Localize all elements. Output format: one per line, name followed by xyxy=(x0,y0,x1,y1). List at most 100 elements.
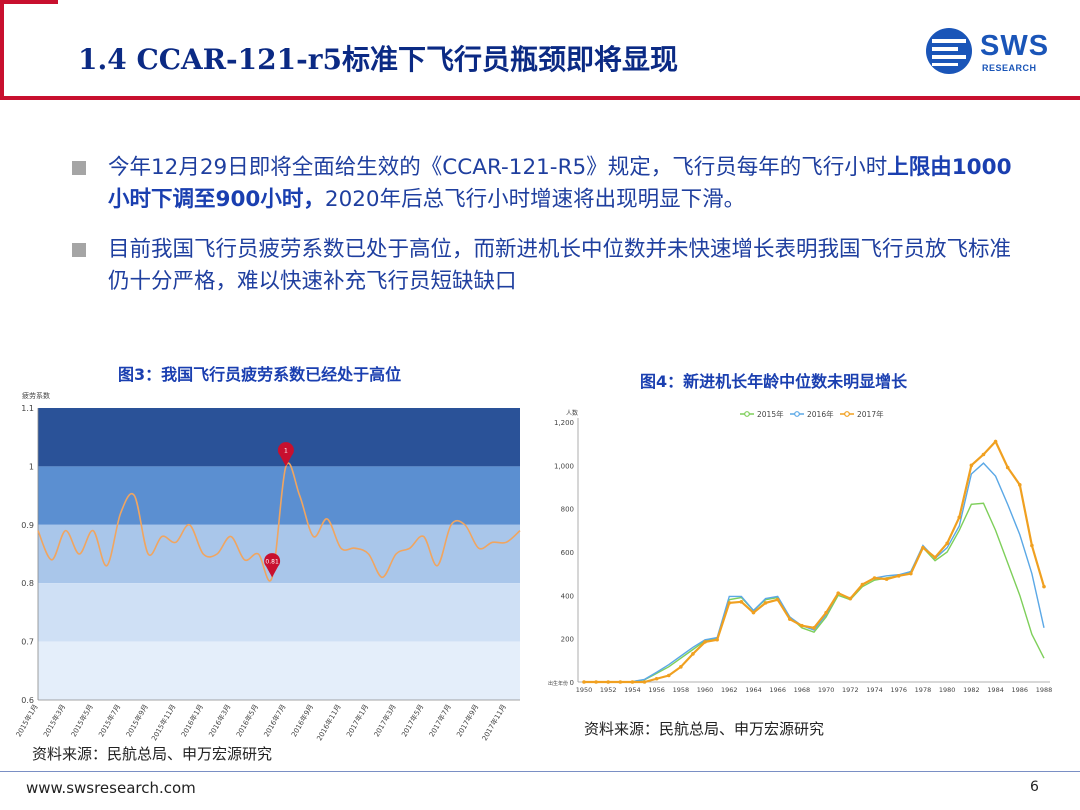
series-point xyxy=(691,652,695,656)
x-tick-label: 1988 xyxy=(1036,686,1053,694)
x-tick-label: 1978 xyxy=(915,686,932,694)
series-point xyxy=(787,617,792,621)
series-point xyxy=(993,439,998,444)
x-tick-label: 2017年9月 xyxy=(454,703,480,739)
x-tick-label: 1982 xyxy=(963,686,980,694)
x-tick-label: 2016年7月 xyxy=(262,703,288,739)
series-point xyxy=(642,680,647,684)
series-point xyxy=(666,673,671,678)
y-tick-label: 1,000 xyxy=(554,462,574,470)
series-point xyxy=(1005,465,1010,470)
series-point xyxy=(860,582,865,587)
y-tick-label: 1 xyxy=(29,462,34,471)
data-label-pin xyxy=(264,553,281,578)
fig3-chart: 疲劳系数 0.6 0.7 0.8 0.9 1 1.1 0.81 1 2015年1月 2015年3… xyxy=(14,391,521,743)
x-tick-label: 1984 xyxy=(987,686,1004,694)
series-line xyxy=(584,439,1046,684)
x-tick-label: 1974 xyxy=(866,686,883,694)
series-point xyxy=(812,626,816,630)
series-point xyxy=(727,601,732,605)
x-tick-label: 2017年7月 xyxy=(427,703,453,739)
fig4-chart: 2015年 2016年 2017年 人数 0 200 400 600 800 1,000 1,20… xyxy=(548,409,1053,694)
series-line xyxy=(584,462,1045,683)
series-point xyxy=(957,515,962,520)
x-tick-label: 2015年9月 xyxy=(124,703,150,739)
series-point xyxy=(1042,584,1046,589)
fatigue-series-line xyxy=(37,462,521,582)
y-tick-label: 0.8 xyxy=(21,579,34,588)
x-tick-label: 2017年3月 xyxy=(372,703,398,739)
series-point xyxy=(969,463,974,468)
y-tick-label: 1,200 xyxy=(554,419,574,427)
series-point xyxy=(1030,543,1034,548)
series-point xyxy=(824,610,828,615)
logo-subtext: RESEARCH xyxy=(982,63,1037,73)
series-point xyxy=(884,577,889,581)
fatigue-band xyxy=(38,408,520,467)
series-point xyxy=(630,680,635,684)
x-tick-label: 1964 xyxy=(745,686,762,694)
y-tick-label: 0.7 xyxy=(21,638,34,647)
logo-text: SWS xyxy=(980,30,1050,62)
slide-title: 1.4 CCAR-121-r5标准下飞行员瓶颈即将显现 xyxy=(78,43,678,76)
bullet-square-icon xyxy=(72,161,86,175)
series-point xyxy=(618,680,623,684)
legend-marker xyxy=(844,411,850,417)
series-point xyxy=(909,571,913,576)
y-tick-label: 0.9 xyxy=(21,521,34,530)
series-point xyxy=(896,574,901,578)
x-tick-label: 1962 xyxy=(721,686,738,694)
x-tick-label: 2015年11月 xyxy=(149,703,177,743)
fig3-title: 图3：我国飞行员疲劳系数已经处于高位 xyxy=(118,365,402,384)
legend-marker xyxy=(744,411,750,417)
fig4-source: 资料来源：民航总局、申万宏源研究 xyxy=(584,720,825,738)
x-tick-label: 1954 xyxy=(624,686,641,694)
footer-url: www.swsresearch.com xyxy=(26,779,196,797)
x-tick-label: 2017年11月 xyxy=(480,703,508,743)
x-tick-label: 2017年5月 xyxy=(399,703,425,739)
series-point xyxy=(800,623,804,628)
x-tick-label: 1960 xyxy=(697,686,714,694)
x-tick-label: 1958 xyxy=(673,686,690,694)
x-tick-label: 1966 xyxy=(769,686,786,694)
x-tick-label: 2015年3月 xyxy=(41,703,67,739)
x-tick-label: 1980 xyxy=(939,686,956,694)
x-tick-label: 1976 xyxy=(890,686,907,694)
y-tick-label: 1.1 xyxy=(21,404,34,413)
slide-header: 1.4 CCAR-121-r5标准下飞行员瓶颈即将显现 SWS RESEARCH xyxy=(0,0,1080,100)
series-point xyxy=(751,610,756,615)
bullet-list: 今年12月29日即将全面给生效的《CCAR-121-R5》规定，飞行员每年的飞行… xyxy=(72,152,1032,316)
page-number: 6 xyxy=(1030,779,1039,795)
bullet-item: 今年12月29日即将全面给生效的《CCAR-121-R5》规定，飞行员每年的飞行… xyxy=(72,152,1032,216)
fatigue-band xyxy=(38,641,520,700)
series-point xyxy=(921,545,925,550)
y-tick-label: 0 xyxy=(570,679,574,687)
y-tick-label: 400 xyxy=(561,592,574,600)
x-tick-label: 1972 xyxy=(842,686,859,694)
series-point xyxy=(775,597,780,602)
x-tick-label: 1970 xyxy=(818,686,835,694)
fatigue-band xyxy=(38,583,520,642)
series-point xyxy=(836,591,841,595)
legend-marker xyxy=(794,411,800,417)
sws-logo-icon xyxy=(926,28,972,74)
series-point xyxy=(763,601,768,605)
series-point xyxy=(981,452,986,457)
fig4-title: 图4：新进机长年龄中位数未明显增长 xyxy=(640,372,908,391)
series-point xyxy=(739,600,744,604)
x-tick-label: 2016年3月 xyxy=(207,703,233,739)
y-axis-label: 人数 xyxy=(566,409,578,417)
series-point xyxy=(582,680,586,684)
y-tick-label: 0.6 xyxy=(21,696,34,705)
x-tick-label: 1968 xyxy=(794,686,811,694)
bullet-square-icon xyxy=(72,243,86,257)
fig3-source: 资料来源：民航总局、申万宏源研究 xyxy=(32,745,273,763)
fatigue-band xyxy=(38,524,520,584)
series-point xyxy=(945,541,949,546)
footer-divider xyxy=(0,771,1080,772)
series-point xyxy=(1017,483,1022,487)
x-tick-label: 2016年9月 xyxy=(289,703,315,739)
series-point xyxy=(703,640,707,644)
data-label: 0.81 xyxy=(265,558,279,565)
series-point xyxy=(872,576,877,580)
